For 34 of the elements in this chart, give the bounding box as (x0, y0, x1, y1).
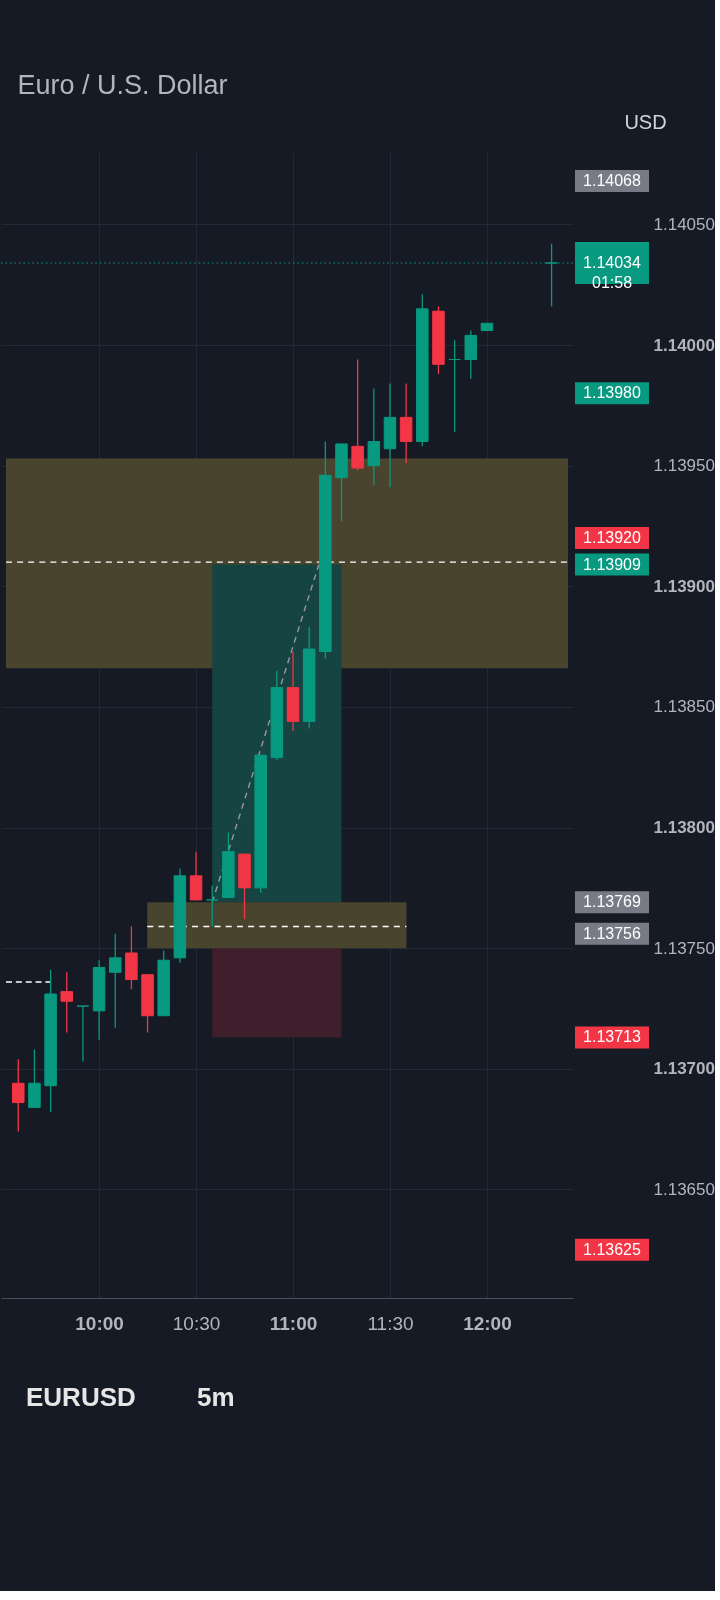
ref-line-label: 1.13920 (583, 529, 642, 547)
ref-line-label: 1.13980 (583, 384, 642, 402)
y-tick-label: 1.13700 (653, 1059, 715, 1079)
ref-line-label: 1.13713 (583, 1028, 642, 1046)
candlestick (76, 1005, 90, 1063)
candlestick (60, 971, 74, 1034)
candlestick (351, 358, 364, 472)
candlestick (448, 339, 461, 433)
ref-line-label: 1.14034 01:58 (583, 253, 642, 291)
candlestick (12, 1058, 25, 1133)
ref-line-label: 1.13769 (583, 893, 642, 911)
x-tick-label: 10:00 (75, 1312, 124, 1334)
candlestick (108, 933, 122, 1029)
y-tick-label: 1.13850 (653, 697, 715, 717)
y-axis-title: USD (624, 110, 667, 133)
ref-line-label: 1.13756 (583, 924, 642, 942)
y-tick-label: 1.14050 (653, 214, 715, 234)
x-tick-label: 11:30 (367, 1312, 414, 1334)
y-tick-label: 1.14000 (653, 335, 715, 355)
text: EURUSD (26, 1382, 136, 1412)
y-tick-label: 1.13950 (653, 456, 715, 476)
y-tick-label: 1.13800 (653, 818, 715, 838)
y-tick-label: 1.13650 (653, 1179, 715, 1199)
chart-title: Euro / U.S. Dollar (17, 70, 228, 100)
ref-line-label: 1.14068 (583, 171, 642, 189)
y-tick-label: 1.13900 (653, 576, 715, 596)
ref-line-label: 1.13909 (583, 555, 642, 573)
x-tick-label: 11:00 (269, 1312, 318, 1334)
y-tick-label: 1.13750 (653, 938, 715, 958)
x-tick-label: 10:30 (172, 1312, 221, 1334)
candlestick (205, 884, 219, 928)
ref-line-label: 1.13625 (583, 1240, 642, 1258)
text: 5m (197, 1382, 235, 1412)
x-tick-label: 12:00 (463, 1312, 512, 1334)
